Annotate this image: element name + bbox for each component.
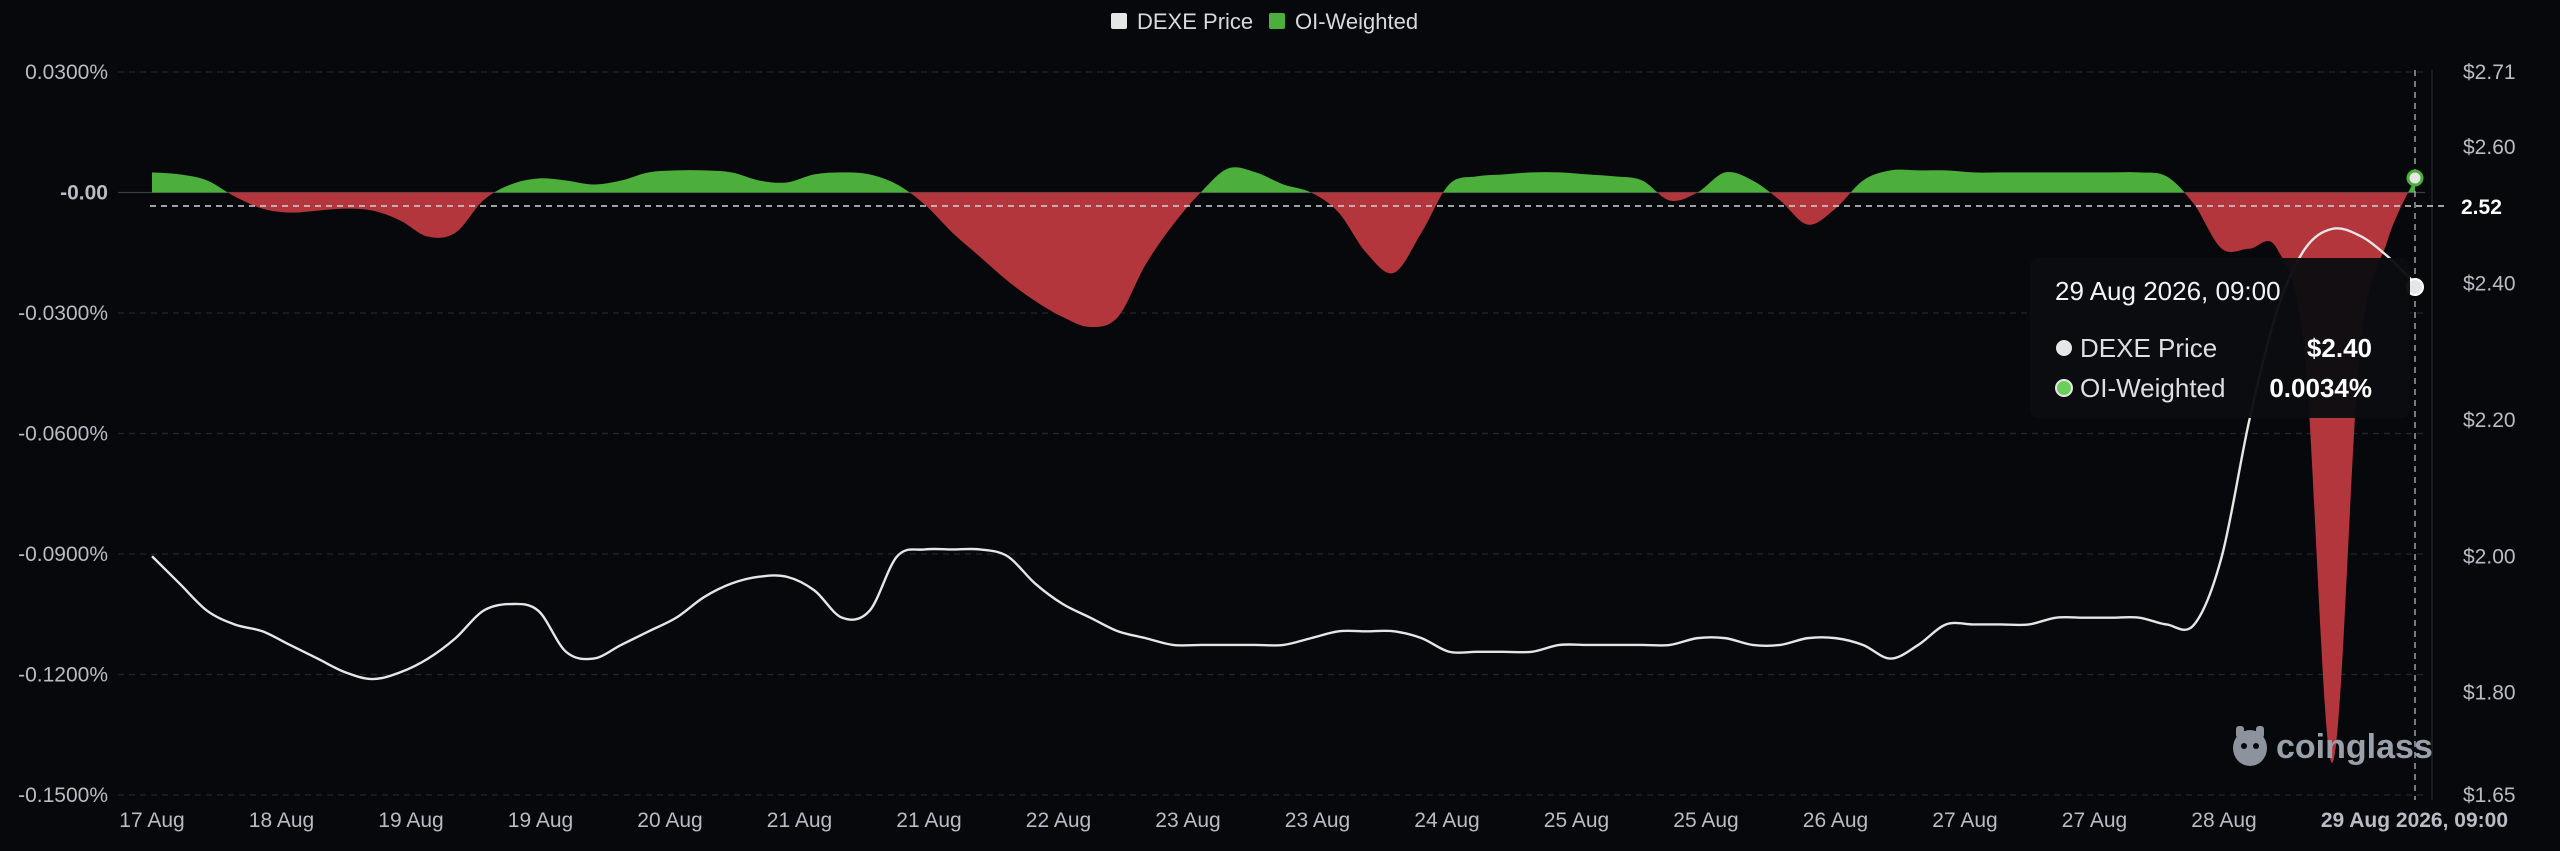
tooltip-box xyxy=(2030,258,2410,418)
x-tick-label: 25 Aug xyxy=(1544,809,1609,832)
oi-weighted-positive-area xyxy=(152,167,2415,193)
tooltip-label-dexe-price: DEXE Price xyxy=(2080,333,2217,363)
coinglass-logo-icon xyxy=(2233,726,2267,766)
tooltip-value-dexe-price: $2.40 xyxy=(2307,333,2372,363)
x-tick-label: 27 Aug xyxy=(1932,809,1997,832)
left-tick-label: -0.1200% xyxy=(18,664,108,687)
dexe-price-path xyxy=(151,227,2416,681)
x-tick-label: 24 Aug xyxy=(1414,809,1479,832)
oi-weighted-negative-area xyxy=(152,192,2415,763)
tooltip-dot-dexe-price xyxy=(2056,340,2072,356)
legend-swatch-dexe-price xyxy=(1111,13,1127,29)
crosshair-value-label: 2.52 xyxy=(2461,196,2502,219)
x-tick-label: 21 Aug xyxy=(767,809,832,832)
left-y-axis: 0.0300% -0.00 -0.0300% -0.0600% -0.0900% -0.1… xyxy=(18,61,108,807)
x-tick-label: 26 Aug xyxy=(1803,809,1868,832)
x-tick-label: 23 Aug xyxy=(1285,809,1350,832)
x-tick-label: 27 Aug xyxy=(2062,809,2127,832)
x-tick-label: 22 Aug xyxy=(1026,809,1091,832)
left-tick-label: -0.0900% xyxy=(18,543,108,566)
x-tick-label: 18 Aug xyxy=(249,809,314,832)
x-tick-label: 19 Aug xyxy=(508,809,573,832)
right-tick-label: $2.40 xyxy=(2463,272,2516,295)
left-tick-label: -0.00 xyxy=(60,182,108,205)
right-tick-label: $2.71 xyxy=(2463,61,2516,84)
crosshair-value-box xyxy=(2448,192,2504,220)
tooltip-value-oi-weighted: 0.0034% xyxy=(2269,373,2372,403)
right-tick-label: $1.80 xyxy=(2463,682,2516,705)
x-tick-label: 20 Aug xyxy=(637,809,702,832)
chart-legend[interactable]: DEXE Price OI-Weighted xyxy=(1111,9,1418,34)
x-tick-label: 28 Aug xyxy=(2191,809,2256,832)
x-tick-label: 21 Aug xyxy=(896,809,961,832)
left-tick-label: -0.0300% xyxy=(18,302,108,325)
legend-swatch-oi-weighted xyxy=(1269,13,1285,29)
oi-weighted-current-marker xyxy=(2406,169,2424,187)
left-tick-label: -0.1500% xyxy=(18,784,108,807)
legend-label-dexe-price: DEXE Price xyxy=(1137,9,1253,34)
left-tick-label: -0.0600% xyxy=(18,423,108,446)
tooltip-dot-oi-weighted xyxy=(2055,379,2073,397)
x-tick-label: 25 Aug xyxy=(1673,809,1738,832)
coinglass-wordmark: coinglass xyxy=(2276,728,2433,766)
tooltip: 29 Aug 2026, 09:00 DEXE Price $2.40 OI-W… xyxy=(2030,258,2410,418)
x-tick-label: 17 Aug xyxy=(119,809,184,832)
coinglass-watermark: coinglass xyxy=(2233,726,2433,766)
right-tick-label: $2.20 xyxy=(2463,409,2516,432)
left-tick-label: 0.0300% xyxy=(25,61,108,84)
x-axis: 17 Aug 18 Aug 19 Aug 19 Aug 20 Aug 21 Aug 21 A… xyxy=(119,809,2508,832)
tooltip-label-oi-weighted: OI-Weighted xyxy=(2080,373,2225,403)
right-tick-label: $1.65 xyxy=(2463,784,2516,807)
x-tick-label: 23 Aug xyxy=(1155,809,1220,832)
right-tick-label: $2.00 xyxy=(2463,545,2516,568)
oi-weighted-area xyxy=(152,167,2415,763)
dexe-price-line xyxy=(151,227,2416,681)
x-end-label: 29 Aug 2026, 09:00 xyxy=(2321,809,2508,832)
x-tick-label: 19 Aug xyxy=(378,809,443,832)
right-y-axis: $2.71 $2.60 $2.40 $2.20 $2.00 $1.80 $1.65 xyxy=(2431,61,2516,807)
tooltip-title: 29 Aug 2026, 09:00 xyxy=(2055,276,2281,306)
right-tick-label: $2.60 xyxy=(2463,136,2516,159)
legend-label-oi-weighted: OI-Weighted xyxy=(1295,9,1418,34)
